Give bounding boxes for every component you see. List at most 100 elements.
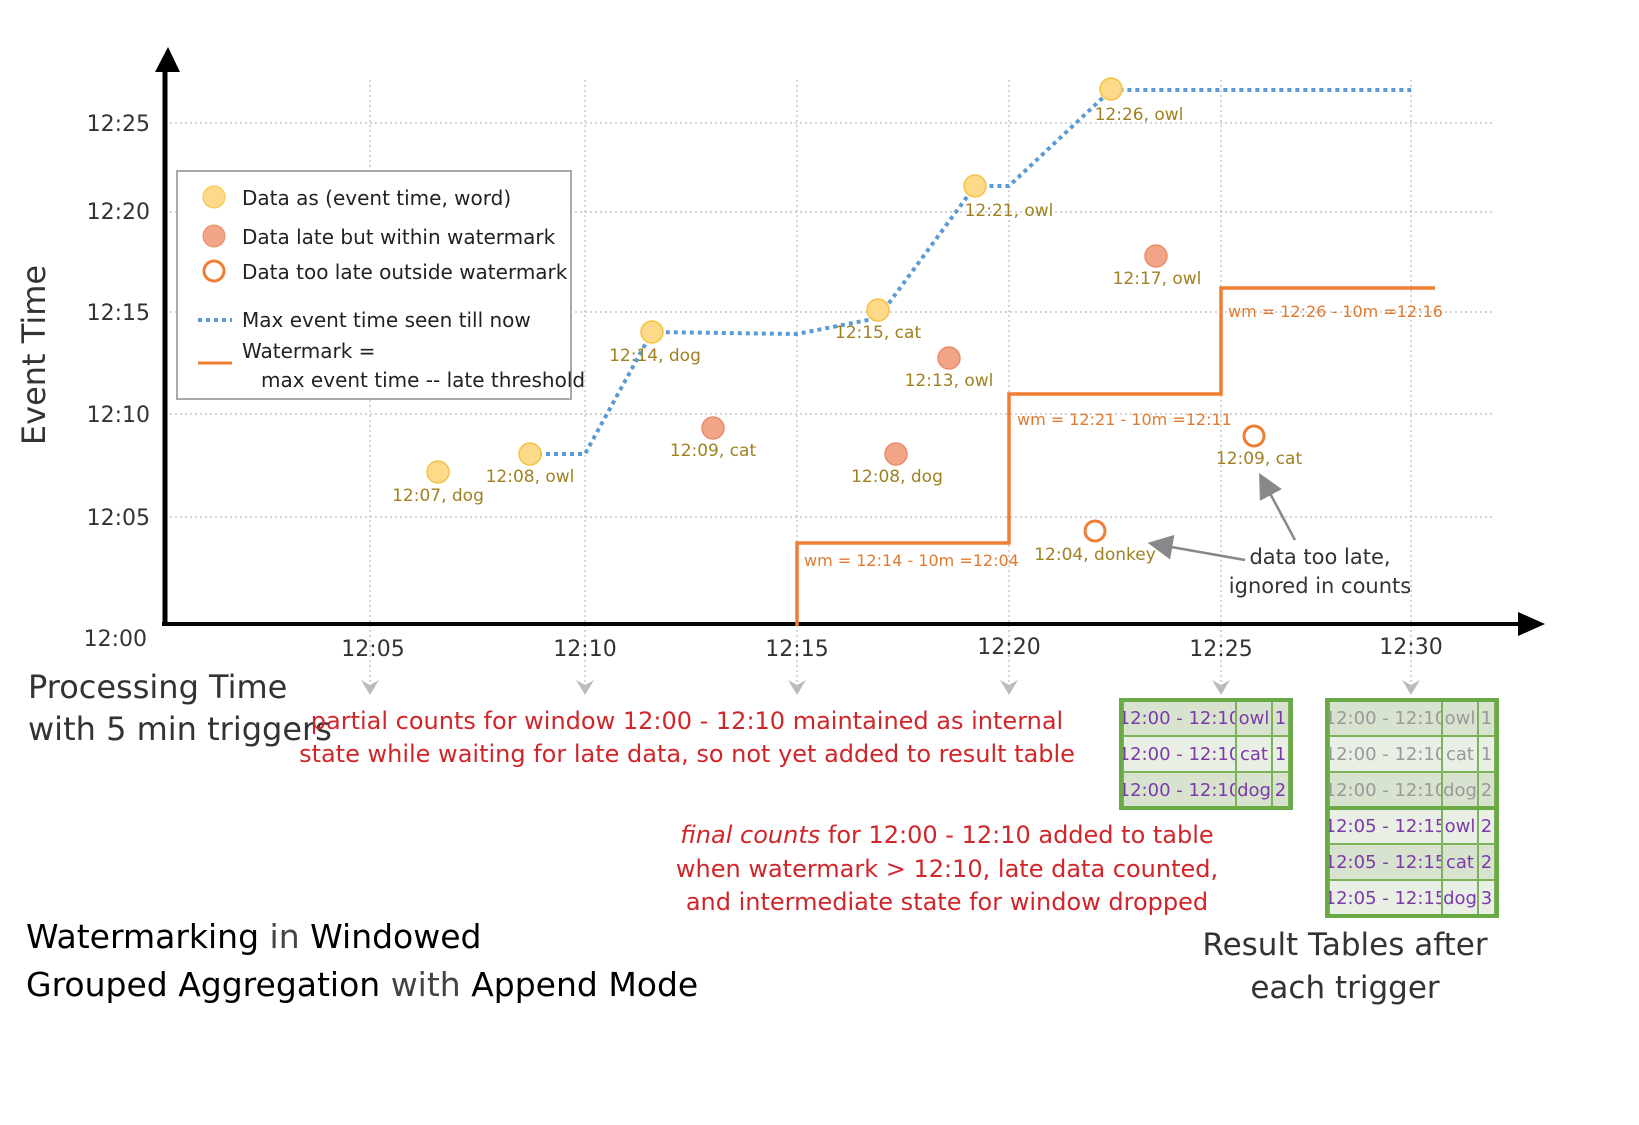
point-label: 12:15, cat [835,323,922,343]
title-part: Watermarking [26,917,259,956]
table-row: 12:00 - 12:10 cat 1 [1119,735,1290,773]
legend-late: Data late but within watermark [242,225,556,249]
table-cell: 12:05 - 12:15 [1325,816,1447,837]
legend-wm1: Watermark = [242,339,375,363]
data-point [866,298,890,322]
y-tick: 12:05 [87,506,150,531]
partial-note-2: state while waiting for late data, so no… [299,740,1075,768]
final-note-1: final counts for 12:00 - 12:10 added to … [680,821,1213,849]
late-data-point [701,416,725,440]
x-tick: 12:15 [765,637,828,662]
x-axis-label-line1: Processing Time [28,668,287,706]
partial-note-1: partial counts for window 12:00 - 12:10 … [311,707,1063,735]
point-label: 12:08, owl [486,467,575,487]
table-cell: 1 [1481,708,1492,729]
final-note-3: and intermediate state for window droppe… [686,888,1208,916]
data-point [426,460,450,484]
point-label: 12:09, cat [1216,449,1303,469]
table-cell: 12:00 - 12:10 [1325,780,1447,801]
watermark-label: wm = 12:14 - 10m =12:04 [804,551,1019,570]
point-label: 12:14, dog [609,346,701,366]
data-point [518,442,542,466]
too-late-data-point [1242,424,1266,448]
table-cell: 2 [1481,780,1492,801]
x-axis-arrow-icon [1518,612,1545,636]
x-tick: 12:30 [1379,635,1442,660]
max-event-time-line [530,88,1411,456]
annotation-arrow [1147,534,1246,562]
table-cell: 2 [1481,816,1492,837]
table-cell: 1 [1481,744,1492,765]
annotation-arrow [1259,472,1297,541]
table-cell: cat [1446,744,1474,765]
table-cell: cat [1240,744,1268,765]
table-cell: 3 [1481,888,1492,909]
watermark-label: wm = 12:26 - 10m =12:16 [1228,302,1443,321]
x-tick: 12:05 [341,637,404,662]
legend-wm2: max event time -- late threshold [261,368,585,392]
title-part: Windowed [310,917,481,956]
table-row: 12:00 - 12:10 cat 1 [1325,735,1496,773]
table-cell: 1 [1275,708,1286,729]
legend-data: Data as (event time, word) [242,186,511,210]
x-axis-label-line2: with 5 min triggers [28,710,332,748]
legend-too-late-icon [202,259,226,283]
table-cell: dog [1443,780,1477,801]
y-axis-label: Event Time [15,265,53,445]
x-ticks: 12:05 12:10 12:15 12:20 12:25 12:30 [341,635,1442,662]
watermark-label: wm = 12:21 - 10m =12:11 [1017,410,1232,429]
point-label: 12:17, owl [1113,269,1202,289]
x-tick: 12:20 [977,635,1040,660]
data-point [640,320,664,344]
x-tick: 12:10 [553,637,616,662]
title-part: with [380,965,471,1004]
point-label: 12:08, dog [851,467,943,487]
table-cell: 2 [1275,780,1286,801]
table-border [1119,698,1293,810]
y-tick: 12:10 [87,403,150,428]
y-tick: 12:20 [87,200,150,225]
table-cell: dog [1443,888,1477,909]
final-counts-emphasis: final counts [680,821,820,849]
table-cell: 12:00 - 12:10 [1325,708,1447,729]
table-cell: 12:00 - 12:10 [1325,744,1447,765]
y-tick: 12:15 [87,301,150,326]
table-cell: 12:05 - 12:15 [1325,888,1447,909]
point-label: 12:26, owl [1095,105,1184,125]
y-axis-arrow-icon [155,47,180,72]
table-cell: owl [1445,816,1476,837]
legend-late-icon [202,224,226,248]
table-cell: cat [1446,852,1474,873]
legend-too-late: Data too late outside watermark [242,260,568,284]
final-note-1-rest: for 12:00 - 12:10 added to table [820,821,1213,849]
table-cell: 1 [1275,744,1286,765]
data-point [1099,77,1123,101]
point-label: 12:07, dog [392,486,484,506]
title-line-2: Grouped Aggregation with Append Mode [26,965,698,1004]
legend: Data as (event time, word) Data late but… [176,170,585,400]
point-label: 12:13, owl [905,371,994,391]
table-cell: 12:00 - 12:10 [1119,744,1241,765]
x-tick: 12:25 [1189,637,1252,662]
title-part: Grouped Aggregation [26,965,380,1004]
watermark-line [795,286,1435,626]
legend-data-icon [202,185,226,209]
y-tick: 12:25 [87,112,150,137]
final-note-2: when watermark > 12:10, late data counte… [676,855,1218,883]
table-cell: dog [1237,780,1271,801]
late-data-point [1144,244,1168,268]
y-tick: 12:00 [84,627,147,652]
point-label: 12:04, donkey [1034,545,1156,565]
point-label: 12:09, cat [670,441,757,461]
title-part: in [259,917,310,956]
too-late-data-point [1083,519,1107,543]
result-caption-2: each trigger [1250,970,1440,1006]
late-data-point [884,442,908,466]
legend-max: Max event time seen till now [242,308,531,332]
